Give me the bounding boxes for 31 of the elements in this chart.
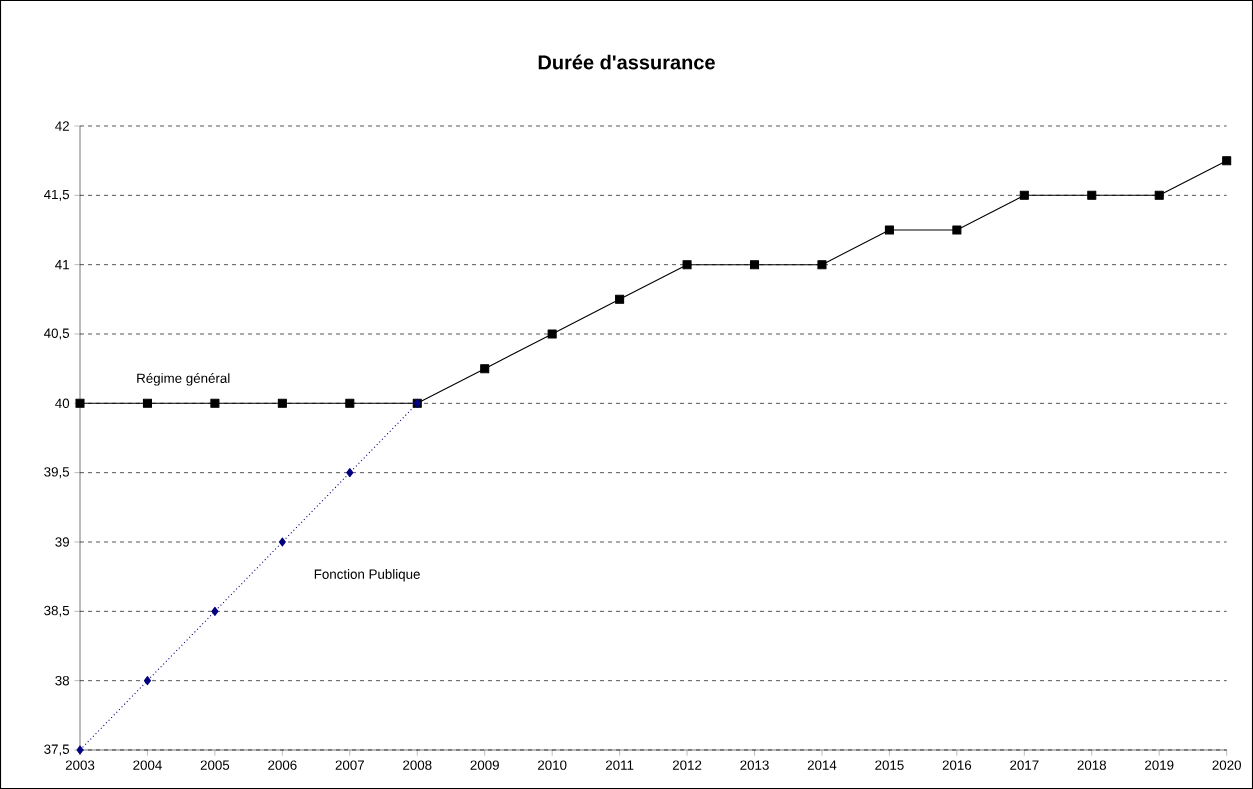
x-tick-label: 2012 bbox=[672, 760, 702, 770]
series-label: Régime général bbox=[137, 373, 230, 386]
y-tick-label: 38,5 bbox=[44, 605, 70, 617]
x-tick-label: 2004 bbox=[133, 760, 162, 770]
x-tick-label: 2006 bbox=[268, 760, 297, 770]
text: Fonction Publique bbox=[314, 569, 420, 582]
x-tick-label: 2008 bbox=[403, 760, 432, 770]
x-tick-label: 2010 bbox=[538, 760, 567, 770]
y-tick-label: 38 bbox=[55, 675, 70, 686]
x-tick-label: 2019 bbox=[1145, 760, 1174, 770]
y-tick-label: 37,5 bbox=[44, 744, 70, 756]
y-tick-label: 39 bbox=[55, 537, 69, 547]
x-tick-label: 2005 bbox=[200, 760, 230, 770]
y-tick-label: 40,5 bbox=[43, 328, 70, 340]
x-tick-label: 2018 bbox=[1077, 760, 1107, 770]
y-tick-label: 41,5 bbox=[43, 189, 70, 201]
x-tick-label: 2016 bbox=[942, 760, 972, 770]
x-tick-label: 2011 bbox=[605, 760, 634, 770]
x-tick-label: 2003 bbox=[65, 760, 95, 770]
y-tick-label: 40 bbox=[55, 398, 70, 409]
x-tick-label: 2009 bbox=[470, 760, 499, 770]
y-tick-label: 39,5 bbox=[44, 467, 70, 479]
x-tick-label: 2007 bbox=[335, 760, 364, 770]
x-tick-label: 2014 bbox=[807, 760, 837, 770]
chart-title: Durée d'assurance bbox=[538, 54, 715, 70]
y-tick-label: 42 bbox=[55, 121, 69, 131]
x-tick-label: 2015 bbox=[875, 760, 904, 770]
x-tick-label: 2013 bbox=[740, 760, 769, 770]
y-tick-label: 41 bbox=[55, 260, 69, 270]
x-tick-label: 2017 bbox=[1010, 760, 1039, 770]
x-tick-label: 2020 bbox=[1212, 760, 1241, 770]
